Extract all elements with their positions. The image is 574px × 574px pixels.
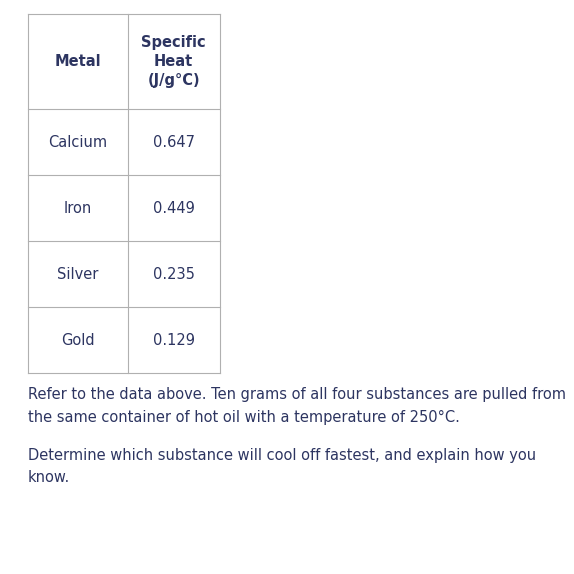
Text: Determine which substance will cool off fastest, and explain how you
know.: Determine which substance will cool off … [28, 448, 536, 485]
Text: Iron: Iron [63, 200, 92, 216]
Text: Gold: Gold [61, 332, 94, 348]
Text: 0.647: 0.647 [153, 134, 195, 150]
Text: Silver: Silver [57, 266, 98, 282]
Text: Metal: Metal [54, 54, 101, 69]
Text: Calcium: Calcium [48, 134, 107, 150]
Text: 0.449: 0.449 [153, 200, 195, 216]
Text: 0.235: 0.235 [153, 266, 195, 282]
Text: Specific
Heat
(J/g°C): Specific Heat (J/g°C) [141, 35, 206, 88]
Text: 0.129: 0.129 [153, 332, 195, 348]
Text: Refer to the data above. Ten grams of all four substances are pulled from
the sa: Refer to the data above. Ten grams of al… [28, 387, 565, 425]
